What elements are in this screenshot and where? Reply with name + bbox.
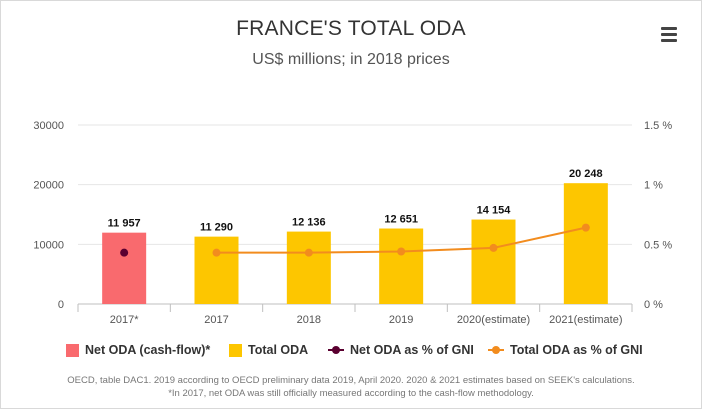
hamburger-menu-icon[interactable] — [656, 23, 682, 45]
y-right-tick-label: 0 % — [644, 299, 663, 311]
y-right-tick-label: 1 % — [644, 180, 663, 192]
legend-item[interactable]: Total ODA as % of GNI — [488, 343, 643, 357]
legend-label: Net ODA (cash-flow)* — [85, 343, 211, 357]
data-label: 11 290 — [200, 222, 233, 234]
data-label: 11 957 — [108, 218, 141, 230]
chart-legend: Net ODA (cash-flow)* Total ODA Net ODA as … — [0, 343, 702, 361]
bar — [563, 183, 608, 304]
legend-swatch-bar — [66, 343, 79, 357]
legend-label: Total ODA as % of GNI — [510, 343, 643, 357]
line-point — [397, 247, 406, 256]
legend-item[interactable]: Net ODA as % of GNI — [328, 343, 474, 357]
data-label: 12 651 — [384, 214, 418, 226]
bar — [102, 232, 147, 304]
data-label: 14 154 — [477, 205, 512, 217]
x-tick-label: 2018 — [297, 314, 321, 326]
x-tick-label: 2017* — [110, 314, 139, 326]
x-tick-label: 2020(estimate) — [457, 314, 530, 326]
y-left-tick-label: 0 — [58, 299, 64, 311]
chart-subtitle: US$ millions; in 2018 prices — [252, 51, 450, 68]
legend-item[interactable]: Total ODA — [229, 343, 308, 357]
y-left-tick-label: 30000 — [33, 120, 64, 132]
data-label: 12 136 — [292, 217, 326, 229]
line-point — [304, 248, 313, 257]
line-point — [212, 248, 221, 257]
bar — [379, 228, 424, 304]
line-point — [489, 243, 498, 252]
chart-title: FRANCE'S TOTAL ODA — [236, 17, 466, 40]
line-point — [581, 223, 590, 232]
bar — [194, 236, 239, 304]
x-tick-label: 2017 — [204, 314, 228, 326]
legend-item[interactable]: Net ODA (cash-flow)* — [66, 343, 210, 357]
line-point — [120, 248, 129, 257]
legend-label: Total ODA — [248, 343, 309, 357]
bar — [471, 219, 516, 304]
bar — [286, 231, 331, 304]
data-label: 20 248 — [569, 168, 603, 180]
legend-label: Net ODA as % of GNI — [350, 343, 474, 357]
y-right-tick-label: 1.5 % — [644, 120, 672, 132]
legend-swatch-line — [488, 344, 504, 356]
y-left-tick-label: 10000 — [33, 239, 64, 251]
legend-swatch-line — [328, 344, 344, 356]
footnote-source: OECD, table DAC1. 2019 according to OECD… — [67, 375, 635, 386]
legend-swatch-bar — [229, 343, 242, 357]
x-tick-label: 2021(estimate) — [549, 314, 622, 326]
y-right-tick-label: 0.5 % — [644, 239, 672, 251]
y-left-tick-label: 20000 — [33, 180, 64, 192]
footnote-methodology: *In 2017, net ODA was still officially m… — [168, 388, 534, 399]
x-tick-label: 2019 — [389, 314, 413, 326]
